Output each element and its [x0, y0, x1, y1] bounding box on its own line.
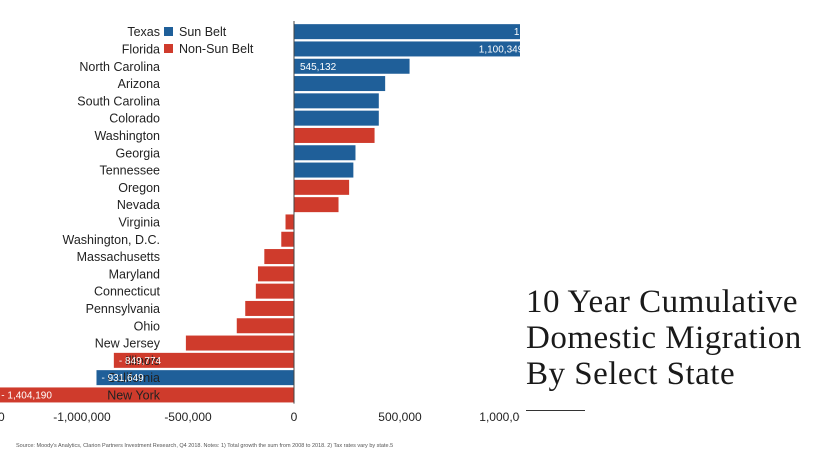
bar-georgia [294, 145, 356, 161]
x-tick-label: -1,000,000 [53, 410, 111, 424]
bar-new-york [0, 387, 295, 403]
bar-texas [294, 24, 520, 40]
data-label: 1,100,349 [479, 44, 520, 55]
bar-pennsylvania [245, 300, 294, 316]
category-label: Maryland [109, 267, 160, 281]
bar-oregon [294, 179, 350, 195]
chart-title: 10 Year Cumulative Domestic Migration By… [526, 284, 816, 392]
category-label: Washington, D.C. [63, 233, 161, 247]
x-tick-label: -1,500,000 [0, 410, 5, 424]
category-label: Florida [122, 42, 160, 56]
category-label: Massachusetts [77, 250, 160, 264]
bar-new-jersey [185, 335, 294, 351]
bar-maryland [257, 266, 294, 282]
legend-swatch [164, 44, 173, 53]
bar-north-carolina [294, 58, 410, 74]
data-label: 1,265,994 [514, 27, 520, 38]
bar-tennessee [294, 162, 354, 178]
bar-nevada [294, 197, 339, 213]
data-label: 545,132 [300, 62, 337, 73]
data-label: - 931,649 [101, 373, 144, 384]
category-label: Texas [127, 25, 160, 39]
title-line-3: By Select State [526, 356, 736, 392]
legend-swatch [164, 27, 173, 36]
data-labels: 1,265,994 1,100,349 545,132 - 849,774 - 931,… [1, 27, 520, 401]
legend-label: Non-Sun Belt [179, 42, 254, 56]
category-label: South Carolina [77, 94, 160, 108]
category-label: New York [107, 388, 161, 402]
x-tick-label: 0 [291, 410, 298, 424]
data-label: - 1,404,190 [1, 390, 52, 401]
bar-california [96, 370, 294, 386]
category-label: Arizona [118, 77, 160, 91]
x-axis: -1,500,000 -1,000,000 -500,000 0 500,000 1,00… [0, 21, 520, 424]
title-line-2: Domestic Migration [526, 320, 802, 356]
category-label: Pennsylvania [86, 302, 160, 316]
category-label: Ohio [134, 319, 160, 333]
source-note: Source: Moody's Analytics, Clarion Partn… [16, 443, 394, 449]
bar-south-carolina [294, 93, 379, 109]
category-label: Illinois [125, 354, 160, 368]
category-label: New Jersey [95, 337, 161, 351]
data-label: - 849,774 [119, 356, 162, 367]
legend-label: Sun Belt [179, 25, 227, 39]
bar-virginia [285, 214, 294, 230]
migration-bar-chart: Texas Florida North Carolina Arizona South C… [0, 21, 520, 424]
bar-colorado [294, 110, 379, 126]
bars-group [0, 24, 520, 403]
bar-arizona [294, 76, 386, 92]
category-label: Tennessee [100, 164, 161, 178]
category-label: Colorado [109, 112, 160, 126]
category-label: North Carolina [79, 60, 160, 74]
category-label: Nevada [117, 198, 160, 212]
legend: Sun Belt Non-Sun Belt [164, 25, 254, 56]
title-underline [526, 410, 585, 411]
category-label: Washington [94, 129, 160, 143]
category-label: Oregon [118, 181, 160, 195]
title-line-1: 10 Year Cumulative [526, 284, 799, 320]
x-tick-label: -500,000 [164, 410, 212, 424]
category-label: Georgia [116, 146, 161, 160]
x-tick-label: 1,000,000 [479, 410, 520, 424]
category-labels: Texas Florida North Carolina Arizona South C… [63, 25, 161, 402]
bar-illinois [113, 352, 294, 368]
bar-florida [294, 41, 520, 57]
bar-connecticut [255, 283, 294, 299]
category-label: Virginia [119, 215, 161, 229]
bar-massachusetts [264, 249, 294, 265]
bar-ohio [236, 318, 294, 334]
category-label: Connecticut [94, 285, 161, 299]
bar-washington [294, 127, 375, 143]
bar-washington-d-c- [281, 231, 294, 247]
x-tick-label: 500,000 [378, 410, 422, 424]
category-label: California [107, 371, 160, 385]
